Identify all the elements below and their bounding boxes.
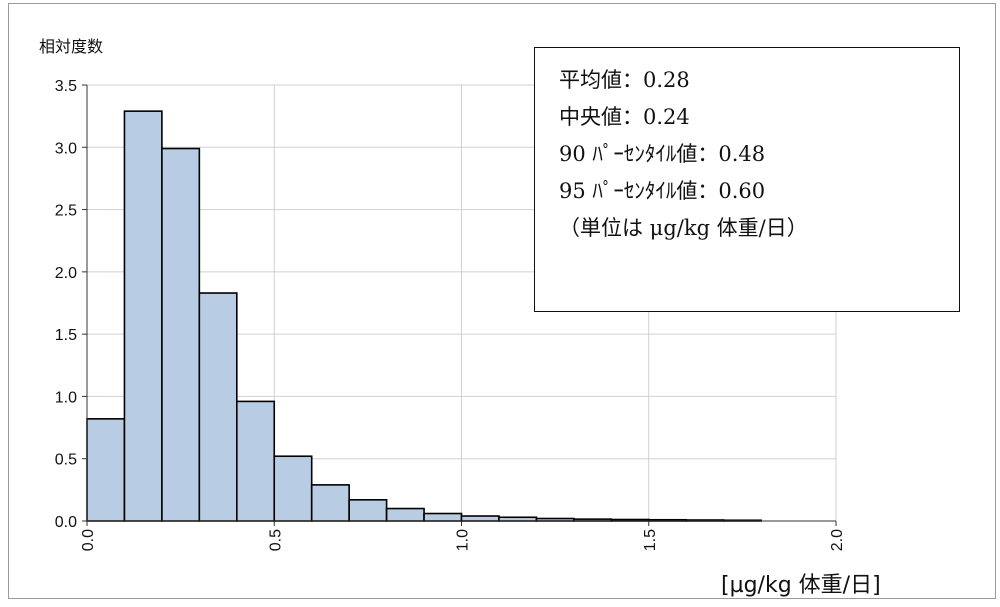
histogram-bar bbox=[460, 515, 500, 522]
histogram-bar bbox=[236, 400, 276, 522]
histogram-bar bbox=[86, 418, 126, 522]
y-tick-label: 0.0 bbox=[55, 514, 77, 531]
histogram-bar bbox=[310, 484, 350, 522]
mean-stat: 平均値：0.28 bbox=[559, 68, 690, 92]
histogram-bar bbox=[123, 110, 163, 522]
chart-frame: 0.0 0.5 1.0 1.5 2.0 2.5 3.0 3.5 0.0 0.5 1.0 1.5 2.0… bbox=[8, 3, 996, 599]
y-tick-label: 0.5 bbox=[55, 452, 77, 469]
x-tick-label: 1.0 bbox=[455, 529, 472, 551]
histogram-bar bbox=[161, 147, 201, 522]
y-tick-label: 3.0 bbox=[55, 140, 77, 157]
y-tick-label: 1.5 bbox=[55, 327, 77, 344]
y-tick-label: 2.5 bbox=[55, 203, 77, 220]
x-tick-label: 2.0 bbox=[829, 529, 846, 551]
y-tick-label: 2.0 bbox=[55, 265, 77, 282]
unit-note: （単位は μg/kg 体重/日） bbox=[559, 216, 808, 240]
histogram-bar bbox=[348, 499, 388, 522]
histogram-bar bbox=[273, 455, 313, 522]
median-stat: 中央値：0.24 bbox=[559, 105, 690, 129]
statistics-box: 平均値：0.28 中央値：0.24 90 ﾊﾟｰｾﾝﾀｲﾙ値：0.48 95 ﾊ… bbox=[534, 47, 960, 312]
y-tick-label: 1.0 bbox=[55, 389, 77, 406]
x-tick-label: 1.5 bbox=[642, 529, 659, 551]
p90-stat: 90 ﾊﾟｰｾﾝﾀｲﾙ値：0.48 bbox=[559, 142, 766, 166]
y-axis-label: 相対度数 bbox=[39, 37, 103, 56]
histogram-bar bbox=[423, 512, 463, 522]
p95-stat: 95 ﾊﾟｰｾﾝﾀｲﾙ値：0.60 bbox=[559, 179, 766, 203]
histogram-bar bbox=[385, 507, 425, 522]
histogram-bar bbox=[498, 516, 538, 522]
x-tick-label: 0.0 bbox=[80, 529, 97, 551]
x-axis-label: [µg/kg 体重/日] bbox=[721, 573, 881, 598]
histogram-bar bbox=[198, 292, 238, 522]
x-tick-label: 0.5 bbox=[267, 529, 284, 551]
y-tick-label: 3.5 bbox=[55, 78, 77, 95]
